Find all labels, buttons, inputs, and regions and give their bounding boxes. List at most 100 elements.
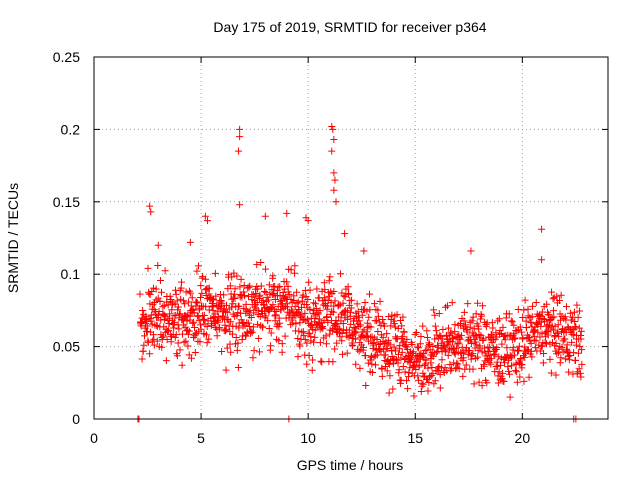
data-point — [165, 327, 173, 335]
data-point — [147, 317, 155, 325]
plot-frame — [93, 56, 609, 420]
data-point — [496, 327, 504, 335]
data-point — [506, 393, 514, 401]
data-point — [349, 342, 357, 350]
data-point — [464, 300, 472, 308]
data-point — [393, 311, 401, 319]
data-point — [328, 307, 336, 315]
data-point — [391, 323, 399, 331]
data-point — [262, 265, 270, 273]
data-point — [223, 308, 231, 316]
data-point — [478, 348, 486, 356]
data-point — [368, 369, 376, 377]
data-point — [532, 299, 540, 307]
x-tick-label: 5 — [197, 430, 205, 446]
data-point — [318, 324, 326, 332]
data-point — [233, 272, 241, 280]
data-point — [444, 351, 452, 359]
data-point — [379, 333, 387, 341]
data-point — [190, 309, 198, 317]
data-point — [270, 306, 278, 314]
data-point — [422, 356, 430, 364]
x-tick-label: 10 — [300, 430, 316, 446]
data-point — [419, 380, 427, 388]
data-point — [495, 368, 503, 376]
data-point — [237, 316, 245, 324]
data-point — [255, 348, 263, 356]
data-point — [180, 338, 188, 346]
data-point — [194, 262, 202, 270]
data-point — [428, 363, 436, 371]
data-point — [530, 332, 538, 340]
y-tick-label: 0.1 — [61, 266, 81, 282]
data-point — [161, 312, 169, 320]
data-point — [341, 293, 349, 301]
data-point — [538, 256, 546, 264]
data-point — [235, 147, 243, 155]
data-point — [433, 331, 441, 339]
data-point — [386, 341, 394, 349]
data-point — [457, 332, 465, 340]
data-point — [439, 326, 447, 334]
data-point — [417, 332, 425, 340]
data-point — [578, 346, 586, 354]
data-point — [345, 326, 353, 334]
data-point — [469, 365, 477, 373]
data-point — [455, 339, 463, 347]
data-point — [178, 330, 186, 338]
data-point — [312, 305, 320, 313]
data-point — [287, 266, 295, 274]
data-point — [311, 326, 319, 334]
data-point — [147, 311, 155, 319]
data-point — [468, 340, 476, 348]
data-point — [360, 247, 368, 255]
data-point — [395, 366, 403, 374]
data-point — [222, 325, 230, 333]
data-point — [546, 355, 554, 363]
data-point — [432, 327, 440, 335]
data-point — [478, 312, 486, 320]
data-point — [153, 337, 161, 345]
data-point — [436, 384, 444, 392]
data-point — [344, 283, 352, 291]
data-point — [564, 352, 572, 360]
data-point — [379, 316, 387, 324]
data-point — [270, 291, 278, 299]
data-point — [182, 337, 190, 345]
data-point — [539, 315, 547, 323]
data-point — [267, 329, 275, 337]
data-point — [384, 336, 392, 344]
data-point — [209, 296, 217, 304]
data-point — [328, 147, 336, 155]
data-point — [253, 261, 261, 269]
data-point — [157, 277, 165, 285]
data-point — [520, 306, 528, 314]
data-point — [330, 136, 338, 144]
data-point — [429, 352, 437, 360]
data-point — [340, 292, 348, 300]
data-point — [191, 349, 199, 357]
data-point — [306, 305, 314, 313]
data-point — [498, 340, 506, 348]
data-point — [139, 306, 147, 314]
data-point — [483, 379, 491, 387]
data-point — [275, 323, 283, 331]
data-point — [322, 332, 330, 340]
data-point — [154, 261, 162, 269]
data-point — [310, 338, 318, 346]
data-point — [184, 326, 192, 334]
data-point — [264, 317, 272, 325]
data-point — [556, 359, 564, 367]
data-point — [548, 314, 556, 322]
data-point — [185, 327, 193, 335]
data-point — [510, 351, 518, 359]
data-point — [420, 362, 428, 370]
data-point — [443, 302, 451, 310]
data-point — [158, 343, 166, 351]
data-point — [348, 296, 356, 304]
data-point — [474, 299, 482, 307]
data-point — [473, 341, 481, 349]
data-point — [255, 335, 263, 343]
data-point — [331, 297, 339, 305]
data-point — [296, 342, 304, 350]
